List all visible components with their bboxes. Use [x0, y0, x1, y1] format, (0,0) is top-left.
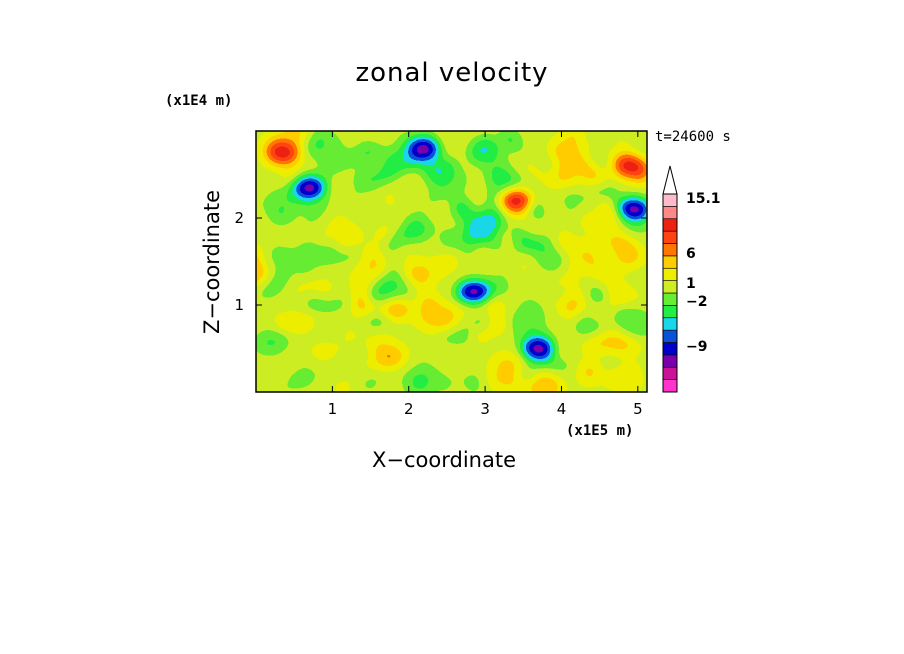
- colorbar-label: 6: [686, 246, 696, 262]
- y-unit-label: (x1E4 m): [165, 93, 233, 109]
- colorbar-extend-arrow: [662, 165, 678, 195]
- colorbar-swatch: [662, 305, 678, 319]
- x-tick-label: 2: [404, 400, 414, 418]
- y-axis-label: Z−coordinate: [200, 190, 224, 334]
- x-axis-label: X−coordinate: [372, 448, 516, 472]
- time-label: t=24600 s: [655, 129, 731, 145]
- y-tick-label: 2: [234, 209, 244, 227]
- x-tick-label: 4: [557, 400, 567, 418]
- y-tick-label: 1: [234, 296, 244, 314]
- colorbar-label: −2: [686, 294, 707, 310]
- colorbar-swatch: [662, 206, 678, 220]
- colorbar-swatch: [662, 280, 678, 294]
- colorbar-label: 15.1: [686, 191, 721, 207]
- axes: 1 2 3 4 5 1 2: [234, 131, 647, 418]
- chart-title: zonal velocity: [355, 58, 549, 88]
- colorbar-swatch: [662, 292, 678, 306]
- colorbar-swatch: [662, 379, 678, 393]
- colorbar-label: 1: [686, 276, 696, 292]
- colorbar-swatch: [662, 267, 678, 281]
- x-tick-label: 3: [480, 400, 490, 418]
- x-tick-label: 1: [328, 400, 338, 418]
- colorbar-swatch: [662, 193, 678, 207]
- colorbar-swatch: [662, 317, 678, 331]
- colorbar-swatch: [662, 243, 678, 257]
- plot-frame: [255, 130, 648, 393]
- colorbar-label: −9: [686, 339, 707, 355]
- colorbar-swatch: [662, 255, 678, 269]
- colorbar-swatch: [662, 230, 678, 244]
- colorbar-swatch: [662, 329, 678, 343]
- colorbar-swatch: [662, 342, 678, 356]
- colorbar-swatch: [662, 366, 678, 380]
- x-tick-label: 5: [633, 400, 643, 418]
- colorbar: 15.1 6 1 −2 −9: [662, 165, 721, 393]
- colorbar-swatch: [662, 218, 678, 232]
- x-unit-label: (x1E5 m): [566, 423, 634, 439]
- colorbar-swatch: [662, 354, 678, 368]
- field-contours: [256, 131, 647, 392]
